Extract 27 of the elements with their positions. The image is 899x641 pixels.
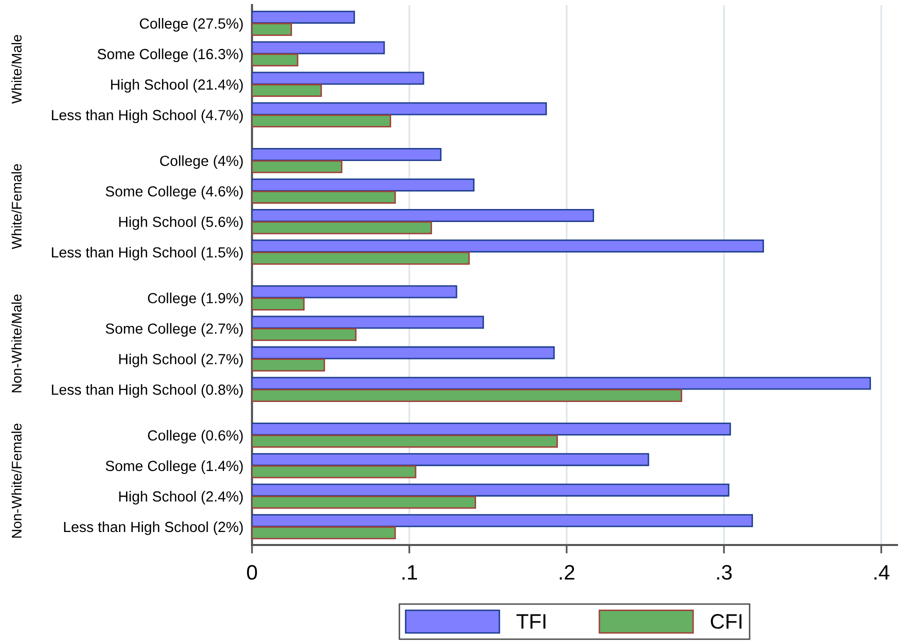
y-tick-label: High School (2.7%)	[119, 354, 243, 368]
y-tick-label: Some College (2.7%)	[106, 323, 243, 337]
x-tick-label: 0	[247, 564, 257, 580]
y-tick-label: College (4%)	[160, 155, 243, 169]
x-tick-label: .4	[874, 565, 890, 580]
y-tick-label: Less than High School (4.7%)	[52, 110, 243, 124]
y-tick-label: Less than High School (2%)	[64, 521, 243, 536]
y-tick-label: Some College (16.3%)	[98, 48, 243, 62]
text: White/Female	[11, 164, 22, 250]
legend-label: TFI	[516, 614, 546, 629]
x-tick-label: .2	[560, 564, 574, 580]
text: Non-White/Female	[11, 424, 22, 538]
y-tick-label: Some College (1.4%)	[106, 460, 243, 474]
y-tick-label: Less than High School (1.5%)	[52, 246, 243, 260]
y-tick-label: Some College (4.6%)	[106, 186, 243, 200]
text: White/Male	[11, 34, 22, 104]
text: Non-White/Male	[11, 294, 22, 392]
legend-label: CFI	[710, 614, 742, 629]
y-tick-label: College (27.5%)	[140, 18, 243, 32]
x-tick-label: .3	[717, 564, 732, 580]
y-tick-label: College (1.9%)	[148, 292, 243, 306]
y-tick-label: High School (5.6%)	[119, 216, 243, 230]
y-tick-label: College (0.6%)	[148, 430, 243, 444]
y-tick-label: Less than High School (0.8%)	[52, 384, 243, 398]
x-tick-label: .1	[402, 565, 417, 580]
y-tick-label: High School (2.4%)	[119, 490, 243, 504]
y-tick-label: High School (21.4%)	[111, 79, 243, 93]
